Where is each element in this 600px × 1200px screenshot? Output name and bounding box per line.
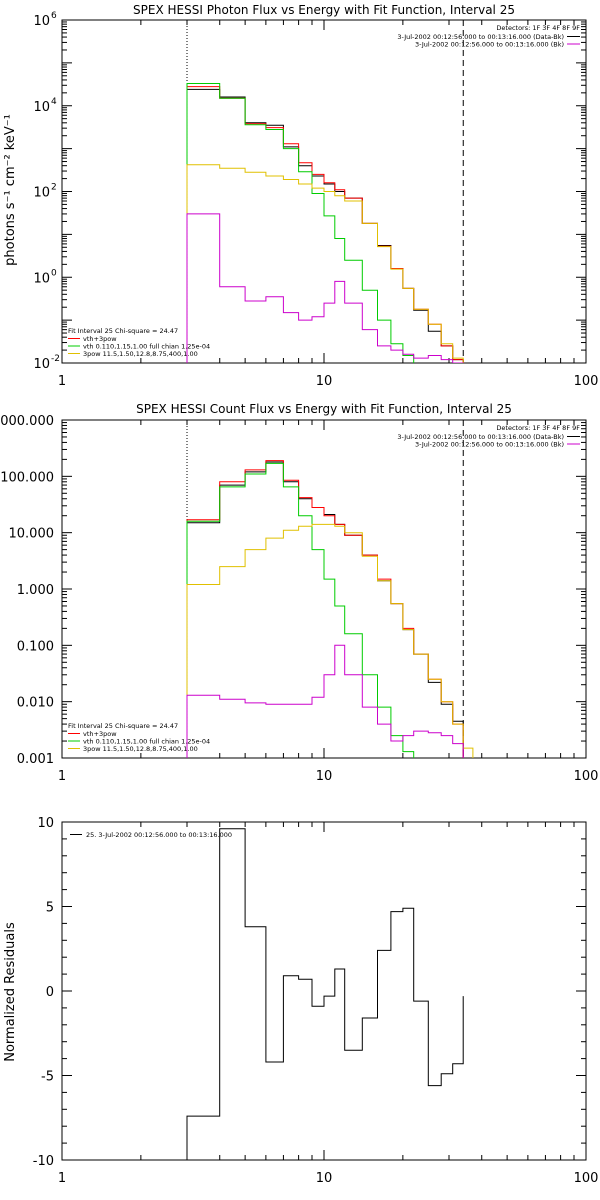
photon-fit-legend-header: Fit Interval 25 Chi-square = 24.47 [68, 327, 178, 335]
photon-y-tick-exponent: -2 [51, 354, 60, 364]
photon-fit-legend-entry: vth+3pow [83, 335, 117, 343]
photon-series-3 [186, 164, 464, 363]
count-y-tick-label: 0.010 [17, 696, 54, 711]
photon-x-tick-label: 1 [58, 374, 66, 389]
photon-series-1 [186, 86, 464, 363]
count-y-tick-label: 100.000 [0, 470, 54, 485]
count-fit-legend-entry: 3pow 11.5,1.50,12.8,8.75,400,1.00 [83, 745, 198, 753]
count-series-2 [186, 462, 415, 758]
count-flux-axes [61, 419, 587, 759]
count-legend-entry: 3-Jul-2002 00:12:56.000 to 00:13:16.000 … [415, 441, 564, 449]
residual-series-0 [186, 828, 464, 1160]
residual-y-tick-label: -10 [33, 1154, 54, 1169]
photon-series-0 [186, 88, 464, 363]
count-flux-title: SPEX HESSI Count Flux vs Energy with Fit… [136, 402, 512, 416]
residual-x-tick-label: 10 [316, 1171, 333, 1186]
count-fit-legend-entry: vth 0.110,1.15,1.00 full chian 1.25e-04 [83, 738, 210, 746]
count-fit-legend-entry: vth+3pow [83, 730, 117, 738]
count-y-tick-label: 0.100 [17, 639, 54, 654]
photon-flux-panel: SPEX HESSI Photon Flux vs Energy with Fi… [3, 3, 599, 389]
photon-flux-ylabel: photons s⁻¹ cm⁻² keV⁻¹ [3, 114, 18, 266]
residuals-panel: Normalized Residuals 1 10 100 -10 -5 0 5 10 25.… [3, 816, 599, 1186]
count-x-tick-label: 100 [574, 769, 599, 784]
photon-flux-title: SPEX HESSI Photon Flux vs Energy with Fi… [133, 3, 515, 17]
photon-legend-entry: 3-Jul-2002 00:12:56.000 to 00:13:16.000 … [397, 33, 564, 41]
residual-y-tick-label: -5 [41, 1070, 54, 1085]
count-series-4 [186, 644, 464, 758]
count-fit-legend-header: Fit Interval 25 Chi-square = 24.47 [68, 722, 178, 730]
photon-series-4 [186, 213, 464, 363]
residual-y-tick-label: 5 [46, 901, 54, 916]
count-x-tick-label: 10 [316, 769, 333, 784]
photon-fit-legend-entry: 3pow 11.5,1.50,12.8,8.75,400,1.00 [83, 350, 198, 358]
photon-y-tick-label: 10 [33, 357, 50, 372]
residual-y-tick-label: 0 [46, 985, 54, 1000]
photon-y-tick-exponent: 0 [51, 268, 57, 278]
count-x-tick-label: 1 [58, 769, 66, 784]
photon-legend-entry: 3-Jul-2002 00:12:56.000 to 00:13:16.000 … [415, 41, 564, 49]
photon-fit-legend-entry: vth 0.110,1.15,1.00 full chian 1.25e-04 [83, 343, 210, 351]
photon-y-tick-exponent: 2 [51, 183, 57, 193]
residuals-ylabel: Normalized Residuals [3, 922, 18, 1062]
count-series-3 [186, 523, 474, 758]
photon-y-tick-label: 10 [33, 186, 50, 201]
photon-y-tick-exponent: 4 [51, 97, 57, 107]
residual-legend-entry: 25. 3-Jul-2002 00:12:56.000 to 00:13:16.… [86, 831, 232, 839]
count-flux-panel: SPEX HESSI Count Flux vs Energy with Fit… [0, 402, 599, 784]
photon-y-tick-exponent: 6 [51, 11, 57, 21]
photon-y-tick-label: 10 [33, 100, 50, 115]
residual-x-tick-label: 1 [58, 1171, 66, 1186]
photon-series-2 [186, 83, 415, 363]
residual-y-tick-label: 10 [37, 816, 54, 831]
photon-y-tick-label: 10 [33, 271, 50, 286]
photon-legend-header: Detectors: 1F 3F 4F 8F 9F [496, 24, 580, 32]
photon-x-tick-label: 100 [574, 374, 599, 389]
count-legend-entry: 3-Jul-2002 00:12:56.000 to 00:13:16.000 … [397, 433, 564, 441]
residuals-axes [61, 821, 587, 1161]
count-series-1 [186, 460, 464, 758]
photon-y-tick-label: 10 [33, 14, 50, 29]
photon-x-tick-label: 10 [316, 374, 333, 389]
count-y-tick-label: 10.000 [9, 527, 55, 542]
count-series-0 [186, 461, 464, 758]
count-legend-header: Detectors: 1F 3F 4F 8F 9F [496, 424, 580, 432]
residual-x-tick-label: 100 [574, 1171, 599, 1186]
count-y-tick-label: 0.001 [17, 752, 54, 767]
count-y-tick-label: 1.000 [17, 583, 54, 598]
